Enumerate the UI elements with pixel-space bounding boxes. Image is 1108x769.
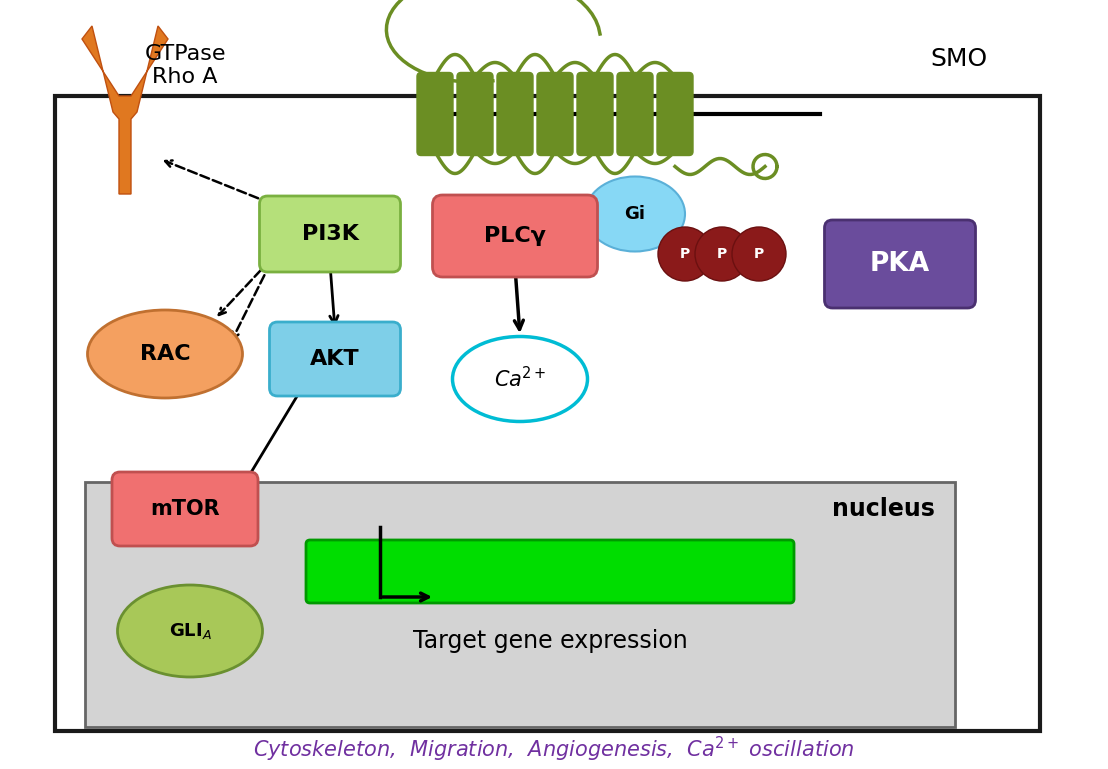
Text: PLCγ: PLCγ <box>484 226 546 246</box>
FancyBboxPatch shape <box>824 220 975 308</box>
Ellipse shape <box>88 310 243 398</box>
FancyBboxPatch shape <box>537 72 573 155</box>
Text: nucleus: nucleus <box>832 497 935 521</box>
Text: RAC: RAC <box>140 344 191 364</box>
Text: P: P <box>680 247 690 261</box>
Ellipse shape <box>117 585 263 677</box>
Circle shape <box>658 227 712 281</box>
Text: Ca$^{2+}$: Ca$^{2+}$ <box>494 366 546 391</box>
FancyBboxPatch shape <box>112 472 258 546</box>
FancyBboxPatch shape <box>456 72 493 155</box>
Text: PI3K: PI3K <box>301 224 358 244</box>
Text: mTOR: mTOR <box>151 499 219 519</box>
FancyBboxPatch shape <box>55 96 1040 731</box>
FancyBboxPatch shape <box>417 72 453 155</box>
FancyBboxPatch shape <box>85 482 955 727</box>
FancyBboxPatch shape <box>432 195 597 277</box>
FancyBboxPatch shape <box>657 72 692 155</box>
Ellipse shape <box>585 177 685 251</box>
Text: GLI$_A$: GLI$_A$ <box>168 621 212 641</box>
Text: AKT: AKT <box>310 349 360 369</box>
FancyBboxPatch shape <box>259 196 400 272</box>
Text: SMO: SMO <box>930 47 987 71</box>
Text: Gi: Gi <box>625 205 646 223</box>
FancyBboxPatch shape <box>306 540 794 603</box>
FancyBboxPatch shape <box>497 72 533 155</box>
Ellipse shape <box>452 337 587 421</box>
Text: Cytoskeleton,  Migration,  Angiogenesis,  Ca$^{2+}$ oscillation: Cytoskeleton, Migration, Angiogenesis, C… <box>253 734 855 764</box>
Polygon shape <box>82 26 168 194</box>
Text: Target gene expression: Target gene expression <box>412 629 687 653</box>
Text: P: P <box>717 247 727 261</box>
Text: GTPase
Rho A: GTPase Rho A <box>144 44 226 87</box>
Text: PKA: PKA <box>870 251 930 277</box>
Circle shape <box>732 227 786 281</box>
FancyBboxPatch shape <box>617 72 653 155</box>
Circle shape <box>695 227 749 281</box>
Text: P: P <box>753 247 765 261</box>
FancyBboxPatch shape <box>577 72 613 155</box>
FancyBboxPatch shape <box>269 322 400 396</box>
